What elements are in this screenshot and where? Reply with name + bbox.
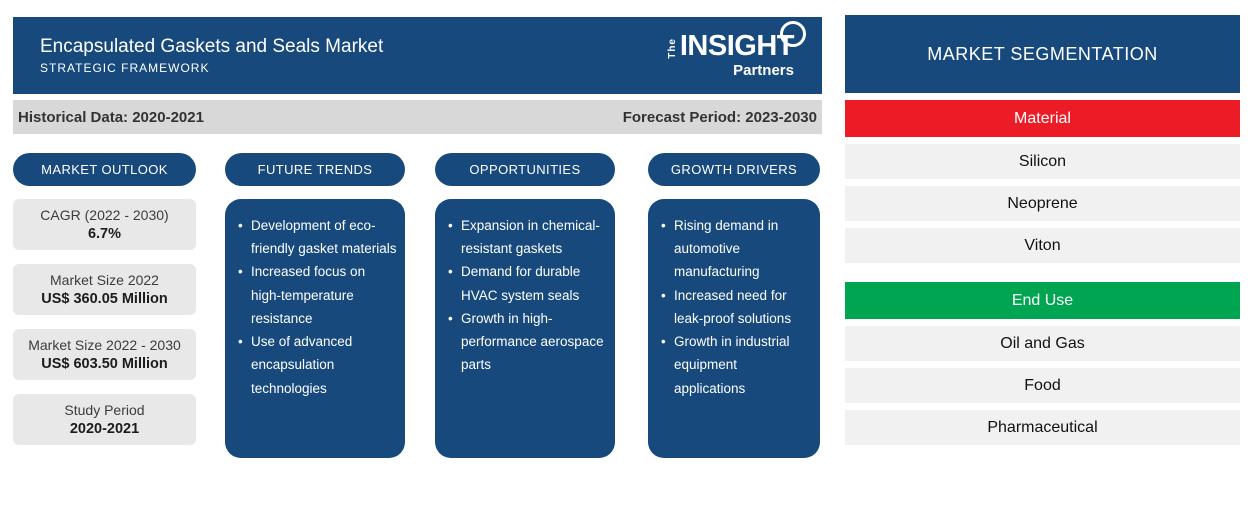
- segment-group-material: Material: [845, 100, 1240, 137]
- segment-item-food: Food: [845, 368, 1240, 403]
- column-market-outlook: MARKET OUTLOOK CAGR (2022 - 2030) 6.7% M…: [13, 153, 196, 445]
- growth-drivers-header: GROWTH DRIVERS: [648, 153, 820, 186]
- magnifier-icon: [780, 21, 806, 47]
- list-item: Increased focus on high-temperature resi…: [238, 260, 397, 330]
- stat-label: Market Size 2022 - 2030: [28, 337, 181, 353]
- growth-drivers-card: Rising demand in automotive manufacturin…: [648, 199, 820, 458]
- growth-drivers-list: Rising demand in automotive manufacturin…: [661, 214, 812, 400]
- list-item: Increased need for leak-proof solutions: [661, 284, 812, 330]
- market-outlook-cards: CAGR (2022 - 2030) 6.7% Market Size 2022…: [13, 199, 196, 445]
- list-item: Expansion in chemical-resistant gaskets: [448, 214, 607, 260]
- forecast-period-label: Forecast Period: 2023-2030: [622, 108, 817, 126]
- historical-data-label: Historical Data: 2020-2021: [18, 108, 204, 126]
- stat-value: US$ 360.05 Million: [41, 291, 168, 307]
- segment-item-silicon: Silicon: [845, 144, 1240, 179]
- stat-value: 2020-2021: [69, 421, 140, 437]
- segment-item-oil-and-gas: Oil and Gas: [845, 326, 1240, 361]
- header-titles: Encapsulated Gaskets and Seals Market ST…: [40, 36, 383, 75]
- list-item: Growth in industrial equipment applicati…: [661, 330, 812, 400]
- future-trends-card: Development of eco-friendly gasket mater…: [225, 199, 405, 458]
- segment-item-viton: Viton: [845, 228, 1240, 263]
- stat-card-study-period: Study Period 2020-2021: [13, 394, 196, 445]
- insight-partners-logo: The INSIGHT Partners: [666, 21, 806, 79]
- future-trends-header: FUTURE TRENDS: [225, 153, 405, 186]
- segment-item-pharmaceutical: Pharmaceutical: [845, 410, 1240, 445]
- period-band: Historical Data: 2020-2021 Forecast Peri…: [13, 100, 822, 134]
- stat-value: 6.7%: [87, 226, 122, 242]
- stat-value: US$ 603.50 Million: [41, 356, 168, 372]
- logo-the-text: The: [666, 38, 678, 59]
- stat-label: CAGR (2022 - 2030): [40, 207, 169, 223]
- logo-body: INSIGHT Partners: [679, 21, 806, 79]
- market-outlook-header: MARKET OUTLOOK: [13, 153, 196, 186]
- future-trends-list: Development of eco-friendly gasket mater…: [238, 214, 397, 400]
- logo-partners-text: Partners: [733, 62, 794, 79]
- list-item: Growth in high-performance aerospace par…: [448, 307, 607, 377]
- stat-label: Study Period: [64, 402, 145, 418]
- list-item: Use of advanced encapsulation technologi…: [238, 330, 397, 400]
- list-item: Demand for durable HVAC system seals: [448, 260, 607, 306]
- stat-card-market-size-2022-2030: Market Size 2022 - 2030 US$ 603.50 Milli…: [13, 329, 196, 380]
- logo-insight-text: INSIGHT: [679, 30, 795, 62]
- stat-label: Market Size 2022: [50, 272, 159, 288]
- market-segmentation-panel: MARKET SEGMENTATION Material Silicon Neo…: [845, 15, 1240, 445]
- opportunities-list: Expansion in chemical-resistant gaskets …: [448, 214, 607, 377]
- opportunities-header: OPPORTUNITIES: [435, 153, 615, 186]
- opportunities-card: Expansion in chemical-resistant gaskets …: [435, 199, 615, 458]
- column-opportunities: OPPORTUNITIES Expansion in chemical-resi…: [435, 153, 615, 458]
- list-item: Development of eco-friendly gasket mater…: [238, 214, 397, 260]
- main-header: Encapsulated Gaskets and Seals Market ST…: [13, 17, 822, 94]
- page-subtitle: STRATEGIC FRAMEWORK: [40, 60, 210, 75]
- market-segmentation-header: MARKET SEGMENTATION: [845, 15, 1240, 93]
- column-future-trends: FUTURE TRENDS Development of eco-friendl…: [225, 153, 405, 458]
- stat-card-market-size-2022: Market Size 2022 US$ 360.05 Million: [13, 264, 196, 315]
- stat-card-cagr: CAGR (2022 - 2030) 6.7%: [13, 199, 196, 250]
- column-growth-drivers: GROWTH DRIVERS Rising demand in automoti…: [648, 153, 820, 458]
- page-title: Encapsulated Gaskets and Seals Market: [40, 36, 384, 58]
- list-item: Rising demand in automotive manufacturin…: [661, 214, 812, 284]
- segment-item-neoprene: Neoprene: [845, 186, 1240, 221]
- segment-group-end-use: End Use: [845, 282, 1240, 319]
